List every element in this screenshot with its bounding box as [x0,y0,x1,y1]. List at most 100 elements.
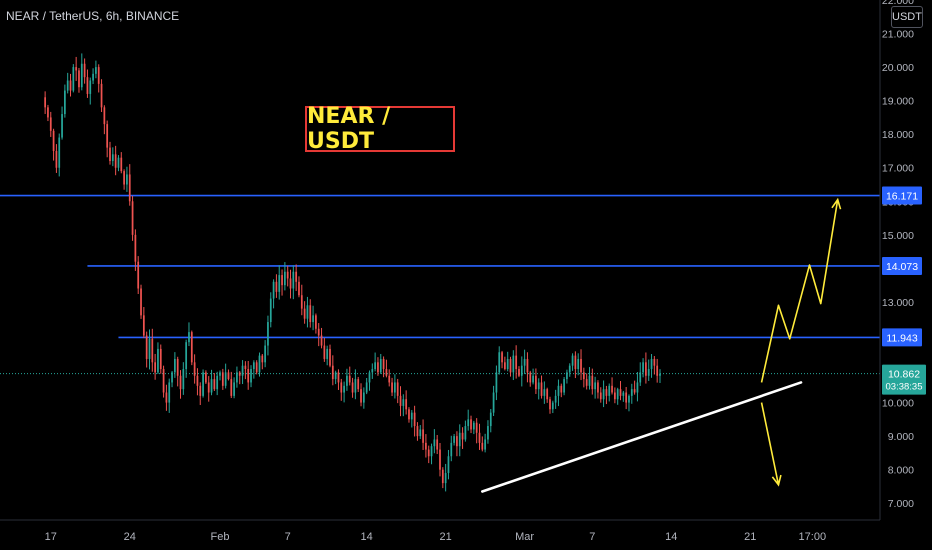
candle-body [323,345,326,359]
candle-body [566,372,568,380]
candle-body [111,154,114,162]
time-tick-label: 14 [361,531,373,543]
candle-body [219,372,221,376]
level-badge-text: 14.073 [886,261,918,273]
candle-body [484,439,487,450]
current-price-badge-text: 10.862 [888,369,920,381]
drawing-overlays[interactable] [481,197,842,493]
candle-body [501,352,503,363]
candle-body [405,399,408,410]
time-tick-label: 17 [45,531,57,543]
candle-body [258,355,261,373]
candle-body [83,63,86,78]
candle-body [252,362,255,370]
candle-body [472,422,475,430]
candle-body [233,382,235,396]
candle-body [315,315,317,329]
candle-body [309,305,312,323]
candle-body [348,375,351,383]
candle-body [628,395,630,403]
price-tick-label: 7.000 [888,498,914,510]
candle-body [117,157,120,168]
candle-body [269,298,272,323]
candle-body [58,137,61,168]
level-badge-bg [882,186,922,205]
candle-body [100,83,103,108]
candle-body [388,375,391,383]
candle-body [656,365,659,376]
candle-body [574,355,577,370]
candle-body [461,432,464,440]
candle-body [241,365,244,376]
bearish-arrow-head [771,474,782,487]
symbol-label: NEAR / TetherUS, 6h, BINANCE [6,9,180,23]
candle-body [362,392,365,403]
horizontal-levels[interactable] [0,194,880,375]
bullish-arrow-head [831,197,842,210]
candle-body [557,385,560,396]
candle-body [546,389,549,400]
candle-body [142,315,145,336]
bullish-projection-path [760,199,839,383]
candle-body [128,174,131,202]
candle-body [244,365,247,370]
candle-body [120,157,123,172]
candle-body [210,379,213,393]
candle-body [159,348,162,370]
price-tick-label: 9.000 [888,431,914,443]
candle-body [55,150,58,168]
candle-body [436,439,439,450]
candle-body [250,369,252,383]
candle-body [334,372,337,380]
time-tick-label: Feb [211,531,230,543]
chart-title-annotation: NEAR / USDT [305,104,455,154]
candle-body [320,335,323,346]
candle-body [86,77,89,94]
time-tick-label: 21 [744,531,756,543]
candle-body [131,201,134,235]
candle-body [374,362,377,370]
candle-body [599,392,602,400]
candle-body [630,389,633,396]
candle-body [264,345,267,363]
candle-body [69,80,72,91]
candle-body [157,348,159,373]
candle-body [608,385,611,396]
candle-body [185,342,188,370]
price-tick-label: 17.000 [882,163,914,175]
price-tick-label: 22.000 [882,0,914,7]
candles[interactable] [44,53,661,492]
candle-body [236,372,238,383]
time-tick-label: 7 [285,531,291,543]
current-price-badge-bg [882,364,926,395]
candle-body [481,442,484,450]
price-tick-label: 18.000 [882,129,914,141]
candle-body [425,442,427,450]
candle-body [523,358,526,366]
candle-body [585,379,588,386]
candle-body [168,382,171,403]
price-tick-label: 19.000 [882,96,914,108]
candle-body [441,469,444,484]
bar-countdown-text: 03:38:35 [886,382,923,393]
candle-body [196,375,199,386]
candle-body [526,358,529,373]
time-axis[interactable]: 17 24 Feb 7 14 21 Mar 7 14 21 17:00 [45,531,826,543]
candle-body [95,67,97,74]
candle-body [408,409,410,420]
candle-body [379,358,382,373]
candle-body [532,375,534,383]
candle-body [278,275,281,292]
candle-body [224,372,227,386]
candle-body [515,355,518,370]
price-tick-label: 10.000 [882,398,914,410]
candle-body [52,130,55,151]
candle-body [416,426,419,437]
candle-body [470,419,472,430]
candle-body [340,382,343,393]
candle-body [597,382,599,393]
currency-badge[interactable]: USDT [891,6,923,28]
